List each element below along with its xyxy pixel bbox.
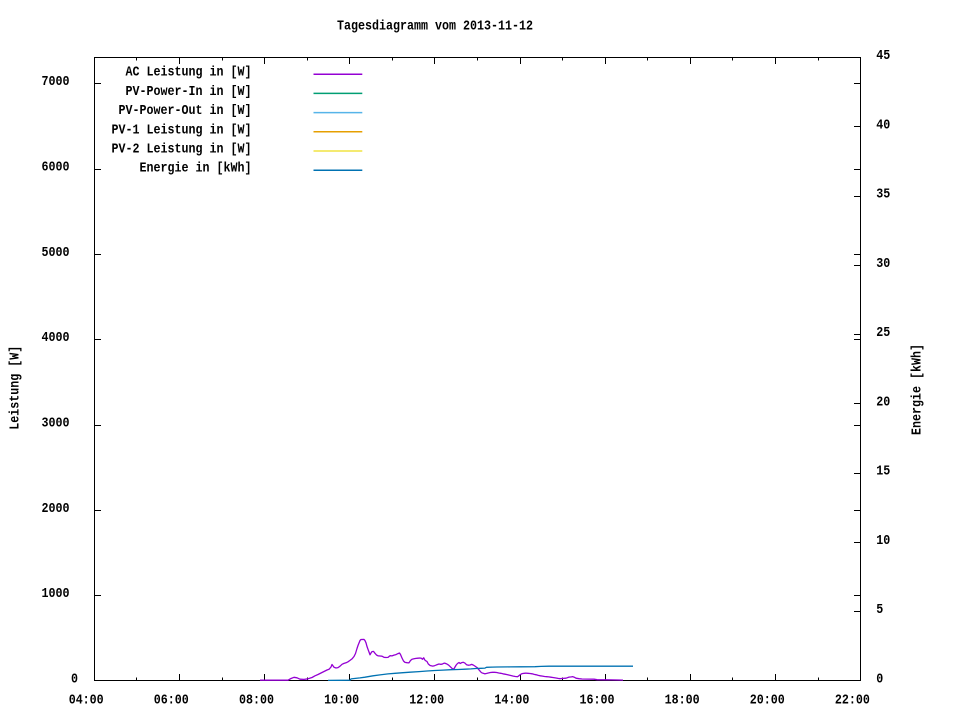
svg-text:06:00: 06:00 xyxy=(154,693,189,708)
svg-text:PV-Power-In in [W]: PV-Power-In in [W] xyxy=(126,85,252,100)
svg-text:5000: 5000 xyxy=(42,246,70,261)
svg-text:4000: 4000 xyxy=(42,331,70,346)
svg-text:20: 20 xyxy=(876,396,890,411)
svg-text:Energie in [kWh]: Energie in [kWh] xyxy=(140,162,252,177)
svg-text:PV-1 Leistung in [W]: PV-1 Leistung in [W] xyxy=(112,123,252,138)
svg-text:0: 0 xyxy=(876,673,883,688)
svg-text:40: 40 xyxy=(876,119,890,134)
svg-text:AC Leistung in [W]: AC Leistung in [W] xyxy=(126,66,252,81)
svg-text:08:00: 08:00 xyxy=(239,693,274,708)
svg-text:25: 25 xyxy=(876,326,890,341)
svg-text:Energie [kWh]: Energie [kWh] xyxy=(910,344,925,435)
svg-text:Tagesdiagramm vom 2013-11-12: Tagesdiagramm vom 2013-11-12 xyxy=(337,19,533,34)
svg-text:35: 35 xyxy=(876,188,890,203)
svg-text:0: 0 xyxy=(71,673,78,688)
svg-text:10:00: 10:00 xyxy=(324,693,359,708)
svg-text:12:00: 12:00 xyxy=(409,693,444,708)
svg-text:15: 15 xyxy=(876,465,890,480)
svg-text:22:00: 22:00 xyxy=(835,693,870,708)
svg-text:2000: 2000 xyxy=(42,502,70,517)
svg-text:7000: 7000 xyxy=(42,75,70,90)
svg-text:04:00: 04:00 xyxy=(69,693,104,708)
svg-text:18:00: 18:00 xyxy=(665,693,700,708)
svg-text:10: 10 xyxy=(876,534,890,549)
svg-text:Leistung [W]: Leistung [W] xyxy=(9,346,24,430)
svg-text:PV-Power-Out in [W]: PV-Power-Out in [W] xyxy=(119,104,252,119)
svg-text:PV-2 Leistung in [W]: PV-2 Leistung in [W] xyxy=(112,143,252,158)
svg-text:16:00: 16:00 xyxy=(580,693,615,708)
svg-text:5: 5 xyxy=(876,603,883,618)
svg-text:3000: 3000 xyxy=(42,417,70,432)
svg-text:14:00: 14:00 xyxy=(494,693,529,708)
svg-text:20:00: 20:00 xyxy=(750,693,785,708)
svg-text:30: 30 xyxy=(876,257,890,272)
svg-text:1000: 1000 xyxy=(42,587,70,602)
svg-text:6000: 6000 xyxy=(42,161,70,176)
svg-text:45: 45 xyxy=(876,49,890,64)
